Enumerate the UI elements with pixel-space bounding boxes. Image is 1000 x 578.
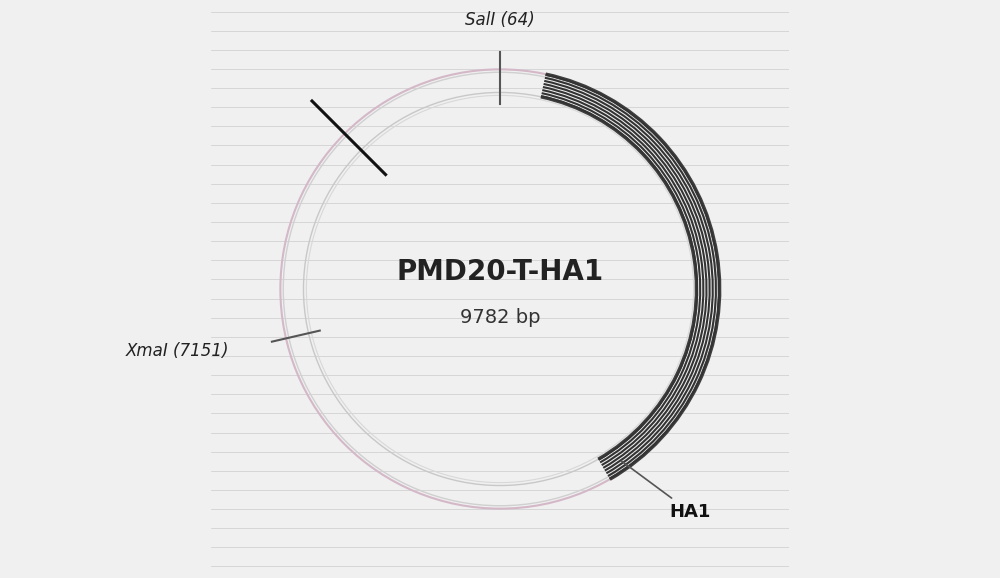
Text: HA1: HA1	[622, 461, 710, 521]
Text: 9782 bp: 9782 bp	[460, 309, 540, 327]
Text: XmaI (7151): XmaI (7151)	[126, 342, 230, 361]
Text: PMD20-T-HA1: PMD20-T-HA1	[396, 258, 604, 286]
Text: SalI (64): SalI (64)	[465, 11, 535, 29]
